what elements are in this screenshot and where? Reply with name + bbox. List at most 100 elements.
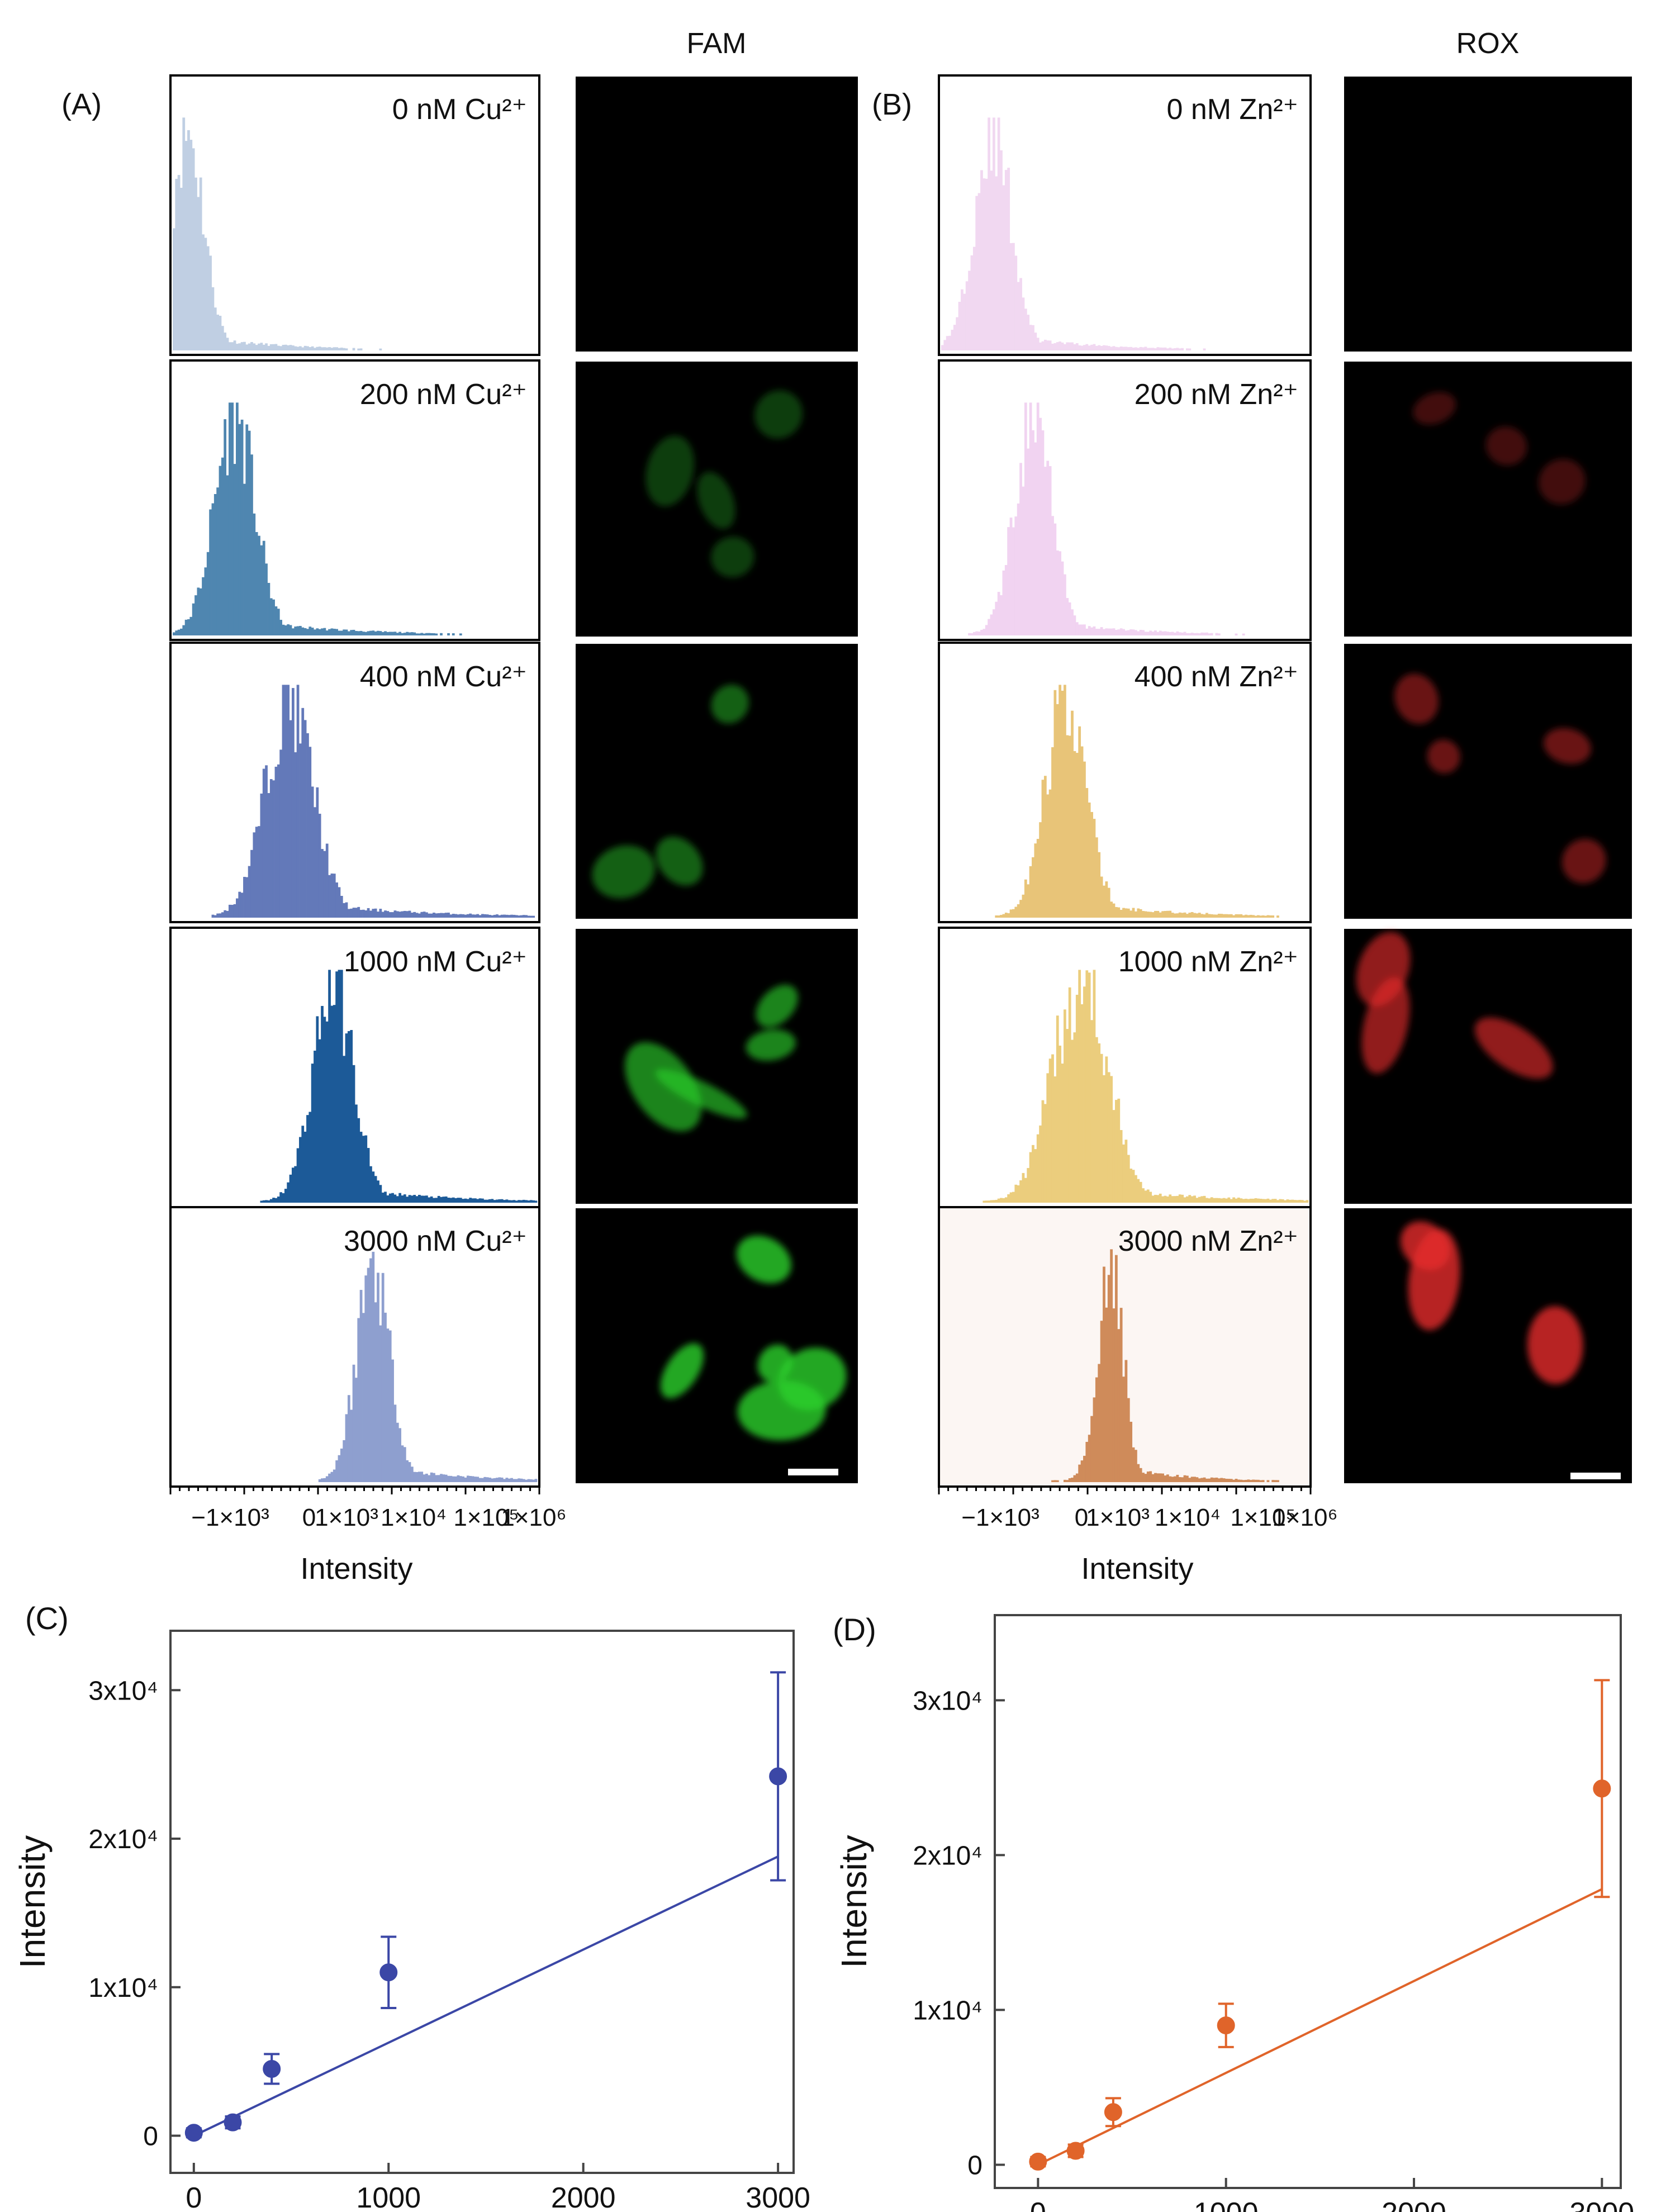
histogram-a-0-bar <box>301 347 305 350</box>
histogram-b-4-bar <box>1213 1478 1216 1482</box>
histogram-b-3-bar <box>1144 1190 1147 1203</box>
histogram-a-2-bar <box>233 904 236 918</box>
histogram-a-2-bar <box>401 911 404 918</box>
histogram-a-0-bar <box>284 344 287 350</box>
histogram-a-4-bar <box>318 1479 321 1482</box>
histogram-a-3-bar <box>430 1196 433 1203</box>
histogram-a-3-bar <box>303 1131 307 1203</box>
histogram-b-2-bar <box>1232 915 1235 918</box>
histogram-b-2-bar <box>1225 914 1228 918</box>
histogram-a-2-bar <box>493 914 496 918</box>
histogram-b-3-bar <box>1100 1053 1103 1203</box>
histogram-b-4-bar <box>1073 1475 1076 1482</box>
histogram-b-0-bar <box>1009 243 1013 350</box>
histogram-a-4-bar <box>335 1460 338 1482</box>
histogram-a-4-bar <box>350 1409 353 1482</box>
histogram-b-3-bar <box>1041 1100 1045 1203</box>
histogram-a-2-bar <box>265 765 268 918</box>
histogram-a-1-bar <box>206 552 210 635</box>
histogram-b-2-bar <box>1080 746 1084 918</box>
histogram-a-4-bar <box>425 1473 428 1482</box>
histogram-a-2-bar <box>325 843 329 918</box>
histogram-a-1-bar <box>228 402 231 635</box>
histogram-b-0-bar <box>1039 342 1042 350</box>
histogram-b-3-bar <box>1098 1043 1101 1203</box>
histogram-a-1-bar <box>269 598 273 635</box>
histogram-b-2-bar <box>1171 913 1174 918</box>
histogram-a-1-bar <box>335 629 338 635</box>
histogram-a-0-bar <box>345 348 348 350</box>
histogram-a-1-bar <box>199 588 202 635</box>
x-tick-label: 3000 <box>746 2182 810 2212</box>
histogram-b-3-bar <box>1129 1169 1133 1203</box>
histogram-b-1-bar <box>1205 632 1208 635</box>
histogram-a-3-bar <box>369 1166 372 1203</box>
histogram-b-3-bar <box>1271 1199 1275 1203</box>
histogram-b-0-bar <box>1129 346 1133 350</box>
histogram-a-0-bar <box>359 348 363 350</box>
histogram-b-2-bar <box>1188 913 1192 918</box>
histogram-a-1-bar <box>250 454 253 635</box>
histogram-a-3-bar <box>367 1148 370 1203</box>
histogram-b-0-bar <box>1019 278 1022 350</box>
histogram-a-1-bar <box>272 599 275 635</box>
histogram-b-4-bar <box>1124 1360 1128 1482</box>
micrograph-a-3-background <box>576 929 858 1204</box>
histogram-a-4-bar <box>330 1471 334 1482</box>
histogram-a-3-bar <box>488 1199 491 1203</box>
histogram-b-2-bar <box>1051 747 1054 918</box>
histogram-a-2-bar <box>314 807 316 918</box>
histogram-a-1-bar <box>406 632 409 635</box>
histogram-b-3-bar <box>1019 1180 1022 1203</box>
histogram-a-2-bar <box>240 893 244 918</box>
histogram-b-2 <box>995 685 1279 918</box>
histogram-b-3-bar <box>1291 1199 1294 1203</box>
y-tick-label: 1x10⁴ <box>88 1973 158 2003</box>
histogram-a-4-bar <box>462 1476 464 1482</box>
histogram-a-0-bar <box>265 343 268 350</box>
histogram-b-2-bar <box>1169 910 1172 918</box>
histogram-a-3-bar <box>410 1195 414 1203</box>
histogram-a-4-bar <box>520 1478 523 1482</box>
histogram-a-2-bar <box>384 910 387 918</box>
histogram-b-1-bar <box>1051 516 1054 635</box>
histogram-b-1-bar <box>1080 624 1084 635</box>
histogram-a-3-bar <box>388 1193 392 1203</box>
histogram-b-0-bar <box>1127 347 1130 350</box>
histogram-b-0-bar <box>1117 347 1121 350</box>
micrograph-a-4-cell <box>660 1343 704 1399</box>
histogram-b-4-bar <box>1098 1364 1101 1482</box>
histogram-b-2-bar <box>1242 915 1245 918</box>
histogram-a-1-bar <box>374 631 377 635</box>
histogram-a-2-bar <box>228 904 231 918</box>
histogram-a-3-bar <box>347 1031 350 1203</box>
histogram-a-1-bar <box>328 629 331 635</box>
histogram-b-3-bar <box>1048 1058 1052 1203</box>
histogram-a-0-bar <box>328 347 331 350</box>
histogram-a-4-bar <box>338 1455 341 1482</box>
histogram-a-3-bar <box>272 1198 275 1203</box>
histogram-a-4-bar <box>527 1479 530 1482</box>
histogram-b-3-bar <box>1210 1197 1213 1203</box>
histogram-a-0-bar <box>311 346 314 350</box>
histogram-b-1-bar <box>1071 609 1074 635</box>
histogram-b-1-bar <box>1200 632 1204 635</box>
histogram-b-2-bar <box>1220 914 1223 918</box>
histogram-b-2-bar <box>1117 907 1121 918</box>
histogram-a-1-bar <box>393 632 397 635</box>
histogram-b-4-bar <box>1183 1475 1186 1482</box>
histogram-a-3-bar <box>277 1196 280 1203</box>
histogram-a-4-bar <box>435 1475 438 1482</box>
histogram-b-1-bar <box>1029 402 1032 635</box>
histogram-a-0-bar <box>343 348 346 350</box>
histogram-a-4-bar <box>473 1477 477 1482</box>
histogram-a-3-bar <box>466 1199 469 1203</box>
micrograph-b-4-cell <box>1408 1228 1460 1330</box>
histogram-b-1-bar <box>1105 628 1108 635</box>
histogram-b-0-bar <box>1088 345 1091 350</box>
histogram-b-2-bar <box>1264 915 1267 918</box>
histogram-a-2-bar <box>447 912 450 918</box>
histogram-a-4-bar <box>372 1251 375 1482</box>
histogram-a-0-bar <box>330 348 334 350</box>
histogram-a-2-bar <box>260 793 263 918</box>
